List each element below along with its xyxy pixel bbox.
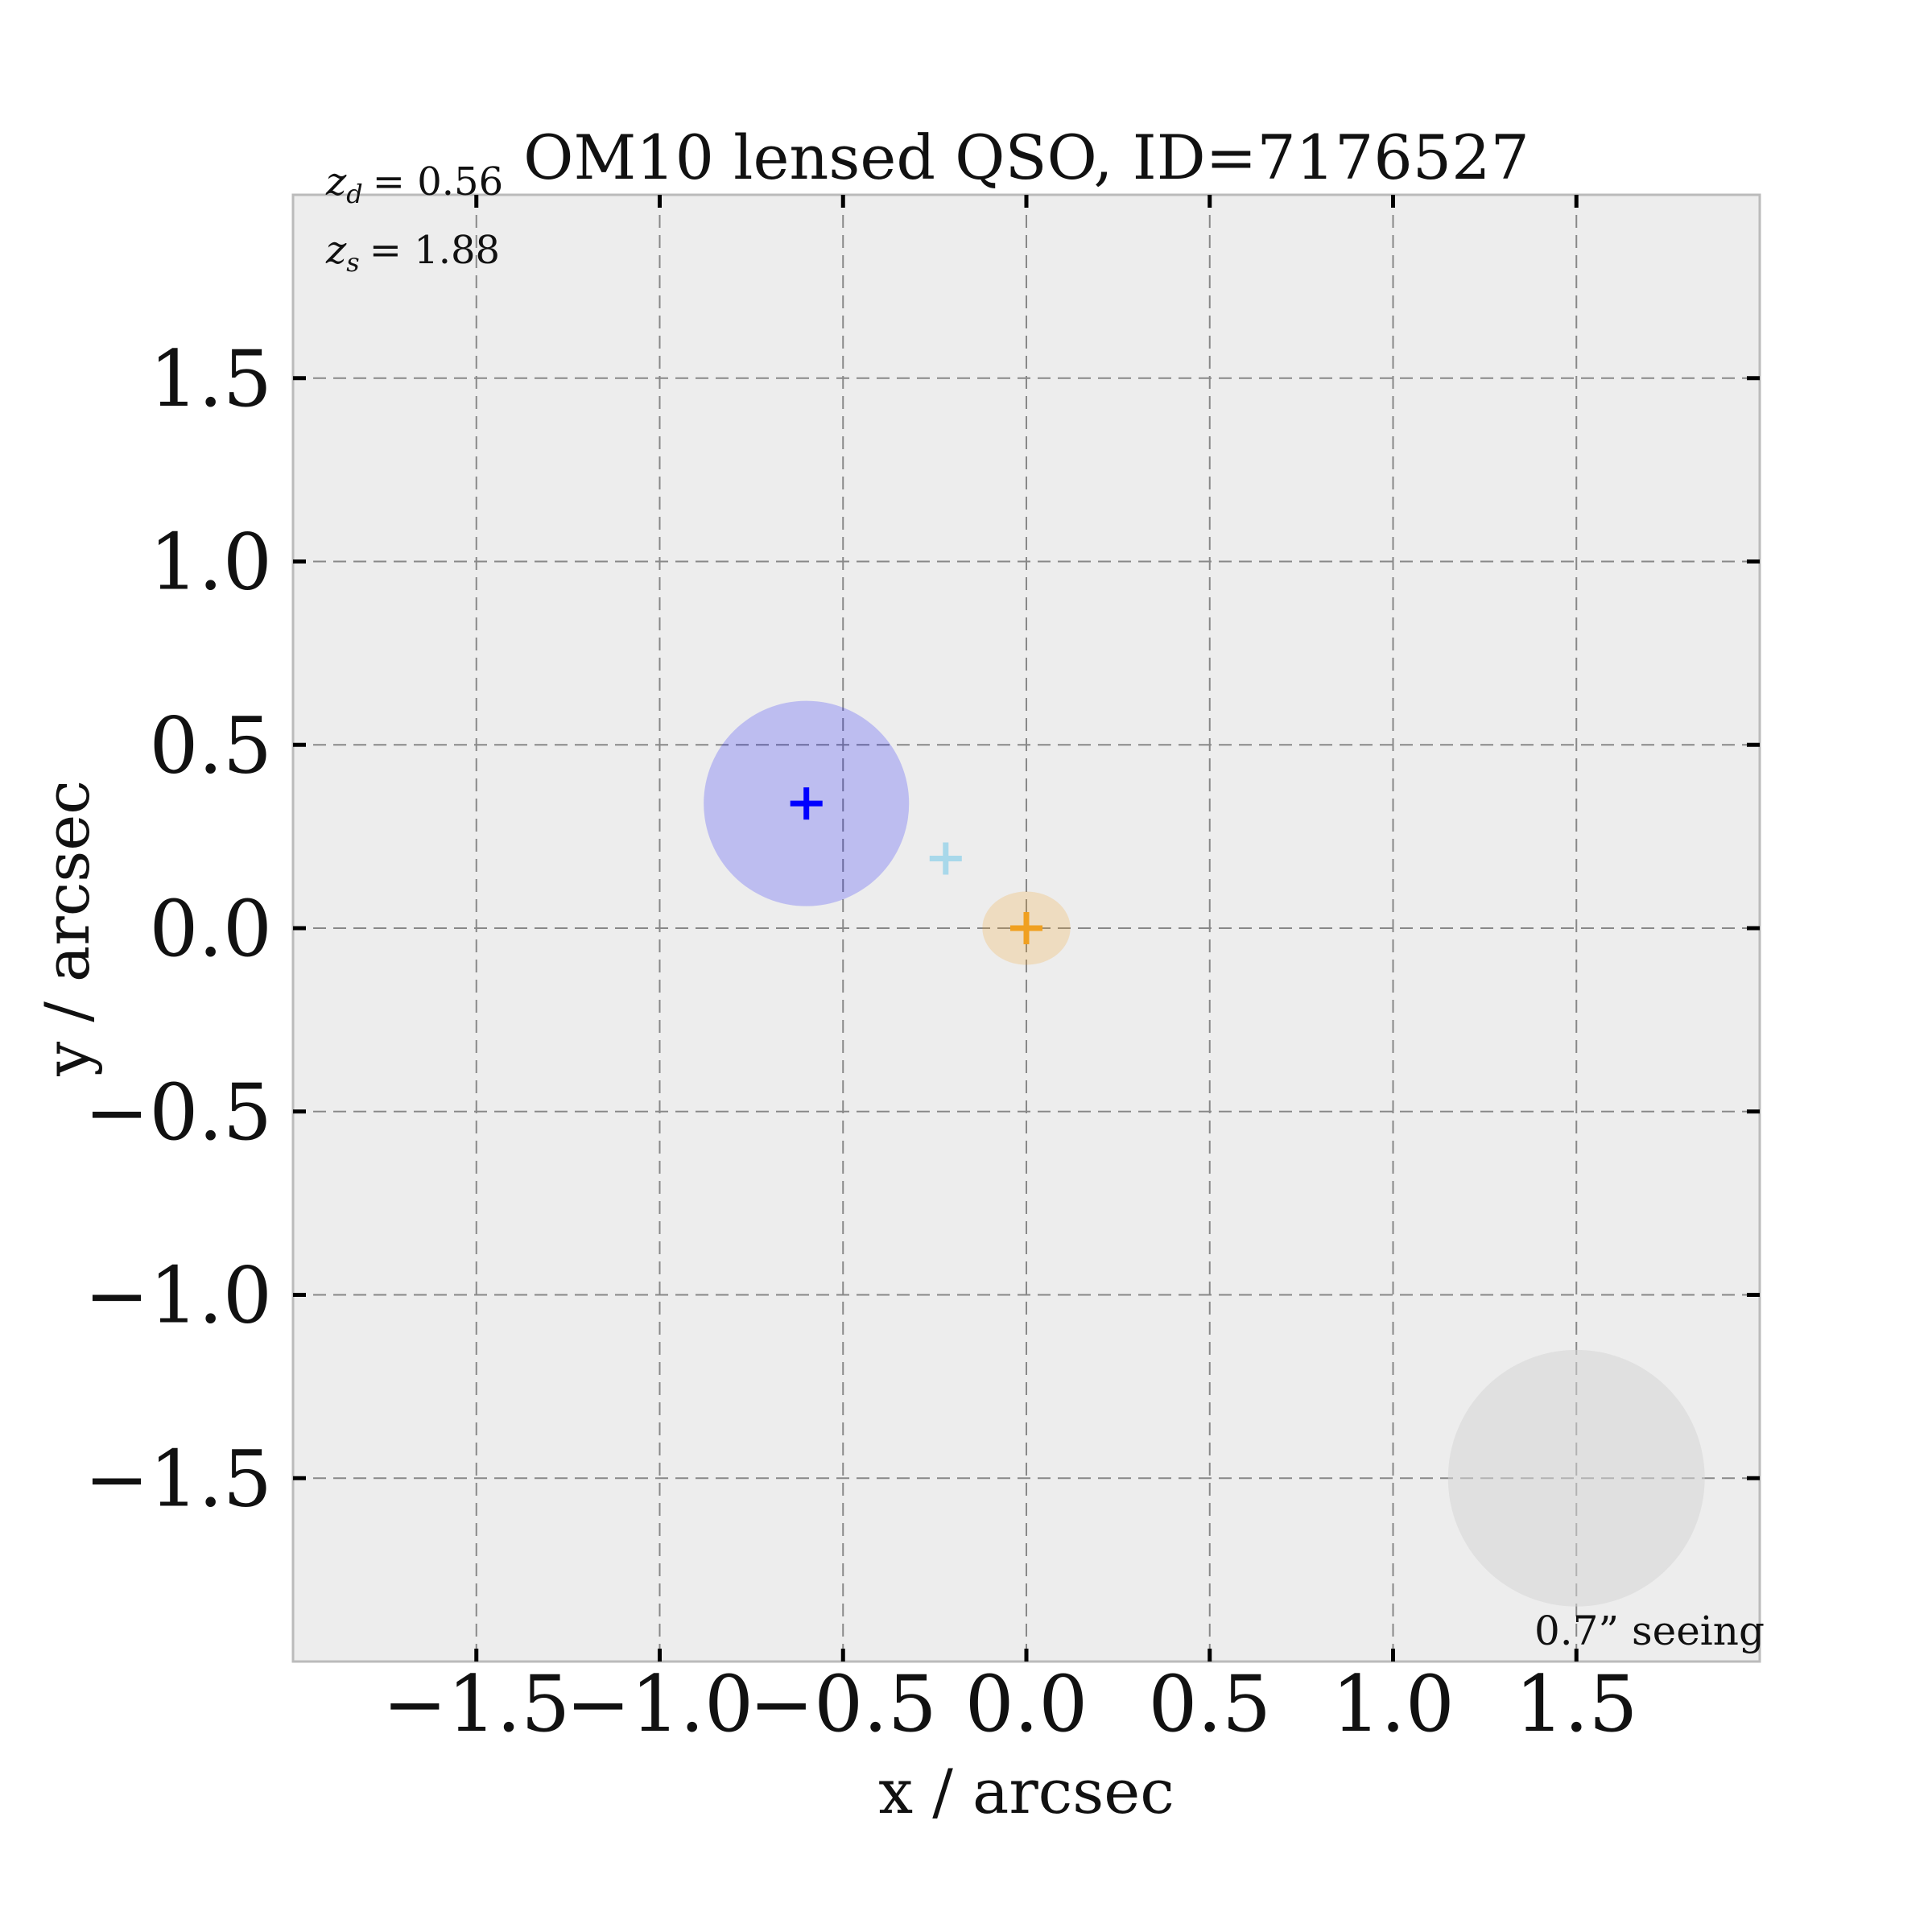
- lens-position-marker: [1010, 912, 1042, 944]
- x-axis-label: x / arcsec: [878, 1756, 1174, 1827]
- x-tick-label: −0.5: [749, 1659, 937, 1749]
- quasar-image-marker: [790, 787, 823, 820]
- y-tick-label: 0.0: [149, 884, 272, 974]
- y-tick-label: −0.5: [85, 1067, 272, 1158]
- y-tick-label: 1.0: [149, 518, 272, 608]
- seeing-disk: [1447, 1349, 1705, 1607]
- chart-marks: [704, 700, 1705, 1607]
- y-axis-label: y / arcsec: [31, 780, 103, 1077]
- y-tick-label: 0.5: [149, 700, 272, 791]
- lens-redshift-label: zd = 0.56: [325, 159, 503, 209]
- y-tick-label: −1.5: [85, 1434, 272, 1524]
- ticks: −1.5−1.0−0.5 0.0 0.5 1.0 1.5−1.5−1.0−0.50.00…: [85, 195, 1760, 1749]
- x-tick-label: 1.5: [1515, 1659, 1638, 1749]
- seeing-label: 0.7” seeing: [1534, 1608, 1765, 1654]
- y-tick-label: −1.0: [85, 1251, 272, 1341]
- x-tick-label: −1.5: [382, 1659, 570, 1749]
- chart-title: OM10 lensed QSO, ID=7176527: [523, 122, 1530, 193]
- x-tick-label: 0.5: [1148, 1659, 1271, 1749]
- source-redshift-label: zs = 1.88: [325, 228, 500, 278]
- x-tick-label: 1.0: [1331, 1659, 1455, 1749]
- y-tick-label: 1.5: [149, 334, 272, 424]
- source-position-marker: [929, 842, 962, 875]
- x-tick-label: −1.0: [566, 1659, 753, 1749]
- x-tick-label: 0.0: [965, 1659, 1088, 1749]
